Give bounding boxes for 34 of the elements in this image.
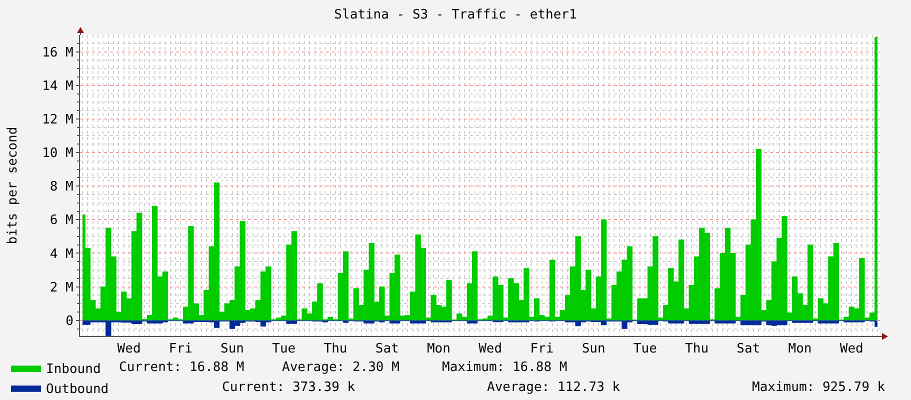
x-tick-label: Mon <box>788 342 812 357</box>
y-tick-label: 4 M <box>50 246 74 262</box>
y-tick-label: 2 M <box>50 280 74 296</box>
legend-label: Inbound <box>46 362 101 378</box>
x-tick-label: Sun <box>582 342 606 357</box>
text: Current: 373.39 k <box>222 380 356 395</box>
x-tick-label: Tue <box>272 342 296 357</box>
text: Current: 16.88 M <box>119 360 244 375</box>
text: Maximum: 16.88 M <box>442 360 568 375</box>
y-tick-label: 10 M <box>42 146 74 162</box>
legend-label: Outbound <box>46 382 109 397</box>
x-tick-label: Fri <box>530 342 554 357</box>
x-tick-label: Wed <box>117 342 141 357</box>
text: Average: 2.30 M <box>282 360 400 375</box>
text: Maximum: 925.79 k <box>752 380 886 395</box>
x-tick-label: Thu <box>324 342 348 357</box>
y-tick-label: 0 <box>66 314 74 329</box>
y-axis-title: bits per second <box>6 126 20 244</box>
text: Average: 112.73 k <box>487 380 620 395</box>
x-tick-label: Wed <box>840 342 864 357</box>
x-tick-label: Sun <box>220 342 244 357</box>
x-tick-label: Thu <box>685 342 709 357</box>
y-tick-label: 14 M <box>42 78 74 94</box>
x-tick-label: Tue <box>633 342 658 357</box>
y-tick-label: 8 M <box>50 180 74 195</box>
x-tick-label: Sat <box>375 342 399 357</box>
y-tick-label: 6 M <box>50 213 74 228</box>
chart-title: Slatina - S3 - Traffic - ether1 <box>334 8 577 23</box>
x-tick-label: Fri <box>168 342 192 357</box>
x-tick-label: Sat <box>736 342 760 357</box>
x-tick-label: Wed <box>478 342 502 357</box>
y-tick-label: 16 M <box>42 45 74 60</box>
x-tick-label: Mon <box>426 342 450 357</box>
y-tick-label: 12 M <box>42 112 74 128</box>
